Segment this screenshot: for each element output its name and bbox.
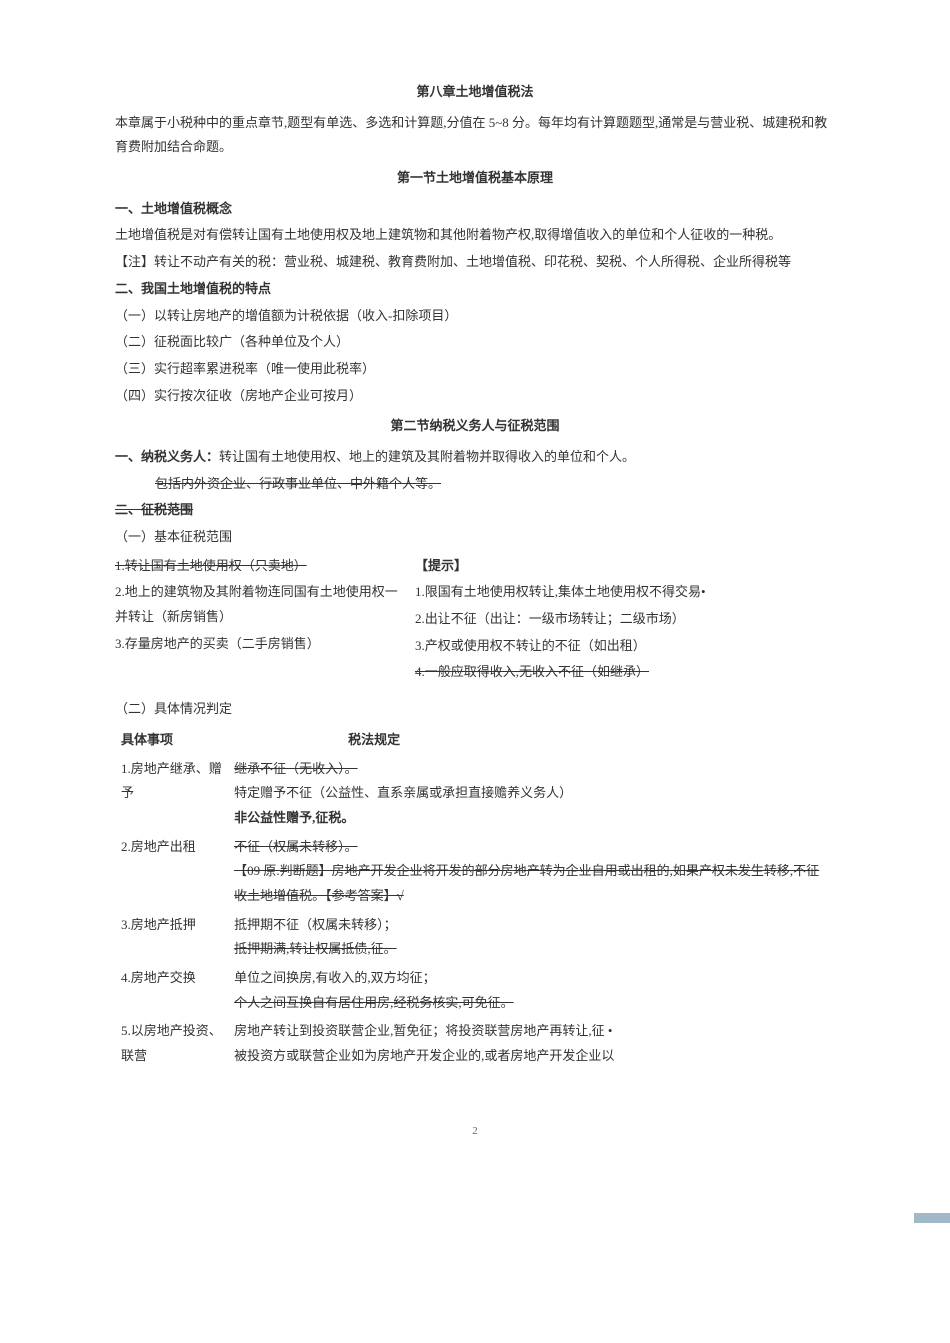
s2-left-2: 2.地上的建筑物及其附着物连同国有土地使用权一并转让（新房销售） xyxy=(115,580,405,629)
s1-list-item-2: （二）征税面比较广（各种单位及个人） xyxy=(115,330,835,355)
row5-line1: 房地产转让到投资联营企业,暂免征；将投资联营房地产再转让,征 • xyxy=(234,1019,829,1044)
s1-list-item-1: （一）以转让房地产的增值额为计税依据（收入-扣除项目） xyxy=(115,304,835,329)
s2-right-1: 1.限国有土地使用权转让,集体土地使用权不得交易• xyxy=(415,580,835,605)
row1-line1: 继承不征（无收入）。 xyxy=(234,757,829,782)
row2-line1: 不征（权属未转移）。 xyxy=(234,835,829,860)
s2-right-4: 4.一般应取得收入,无收入不征（如继承） xyxy=(415,660,835,685)
table-header-2: 税法规定 xyxy=(228,726,835,755)
s2-para-1: 包括内外资企业、行政事业单位、中外籍个人等。 xyxy=(155,472,835,497)
s1-list-item-4: （四）实行按次征收（房地产企业可按月） xyxy=(115,384,835,409)
row2-line2-text: 【09 原.判断题】房地产开发企业将开发的部分房地产转为企业自用或出租的,如果产… xyxy=(234,863,819,903)
s2-heading-1: 一、纳税义务人： xyxy=(115,449,219,464)
s1-para-1: 土地增值税是对有偿转让国有土地使用权及地上建筑物和其他附着物产权,取得增值收入的… xyxy=(115,223,835,248)
row3-line2: 抵押期满,转让权属抵债,征。 xyxy=(234,937,829,962)
intro-paragraph: 本章属于小税种中的重点章节,题型有单选、多选和计算题,分值在 5~8 分。每年均… xyxy=(115,111,835,160)
row4-line2: 个人之间互换自有居住用房,经税务核实,可免征。 xyxy=(234,991,829,1016)
row1-label: 1.房地产继承、赠予 xyxy=(115,755,228,833)
section2-title: 第二节纳税义务人与征税范围 xyxy=(115,414,835,439)
row3-line1: 抵押期不征（权属未转移）； xyxy=(234,913,829,938)
row3-label: 3.房地产抵押 xyxy=(115,911,228,964)
s2-heading-2: 二、征税范围 xyxy=(115,498,835,523)
row4-label: 4.房地产交换 xyxy=(115,964,228,1017)
s2-right-2: 2.出让不征（出让：一级市场转让；二级市场） xyxy=(415,607,835,632)
s1-list-item-3: （三）实行超率累进税率（唯一使用此税率） xyxy=(115,357,835,382)
row4-line1: 单位之间换房,有收入的,双方均征； xyxy=(234,966,829,991)
s1-para-2: 【注】转让不动产有关的税：营业税、城建税、教育费附加、土地增值税、印花税、契税、… xyxy=(115,250,835,275)
cases-table: 具体事项 税法规定 1.房地产继承、赠予 继承不征（无收入）。 特定赠予不征（公… xyxy=(115,726,835,1071)
s2-right-title: 【提示】 xyxy=(415,554,835,579)
row2-label: 2.房地产出租 xyxy=(115,833,228,911)
table-header-1: 具体事项 xyxy=(115,726,228,755)
side-tab-decoration xyxy=(914,1213,950,1223)
chapter-title: 第八章土地增值税法 xyxy=(115,80,835,105)
s2-right-3: 3.产权或使用权不转让的不征（如出租） xyxy=(415,634,835,659)
row5-line2: 被投资方或联营企业如为房地产开发企业的,或者房地产开发企业以 xyxy=(234,1044,829,1069)
s2-sub1: （一）基本征税范围 xyxy=(115,525,835,550)
row5-label: 5.以房地产投资、联营 xyxy=(115,1017,228,1070)
s2-left-1: 1.转让国有土地使用权（只卖地） xyxy=(115,554,405,579)
s2-sub2: （二）具体情况判定 xyxy=(115,697,835,722)
row2-line2: 【09 原.判断题】房地产开发企业将开发的部分房地产转为企业自用或出租的,如果产… xyxy=(234,859,829,908)
page-number: 2 xyxy=(115,1121,835,1142)
row1-line3: 非公益性赠予,征税。 xyxy=(234,806,829,831)
s2-heading-1-rest: 转让国有土地使用权、地上的建筑及其附着物并取得收入的单位和个人。 xyxy=(219,449,635,464)
row1-line2: 特定赠予不征（公益性、直系亲属或承担直接赡养义务人） xyxy=(234,781,829,806)
s2-left-3: 3.存量房地产的买卖（二手房销售） xyxy=(115,632,405,657)
s2-heading-1-line: 一、纳税义务人：转让国有土地使用权、地上的建筑及其附着物并取得收入的单位和个人。 xyxy=(115,445,835,470)
section1-title: 第一节土地增值税基本原理 xyxy=(115,166,835,191)
s1-heading-2: 二、我国土地增值税的特点 xyxy=(115,277,835,302)
s1-heading-1: 一、土地增值税概念 xyxy=(115,197,835,222)
